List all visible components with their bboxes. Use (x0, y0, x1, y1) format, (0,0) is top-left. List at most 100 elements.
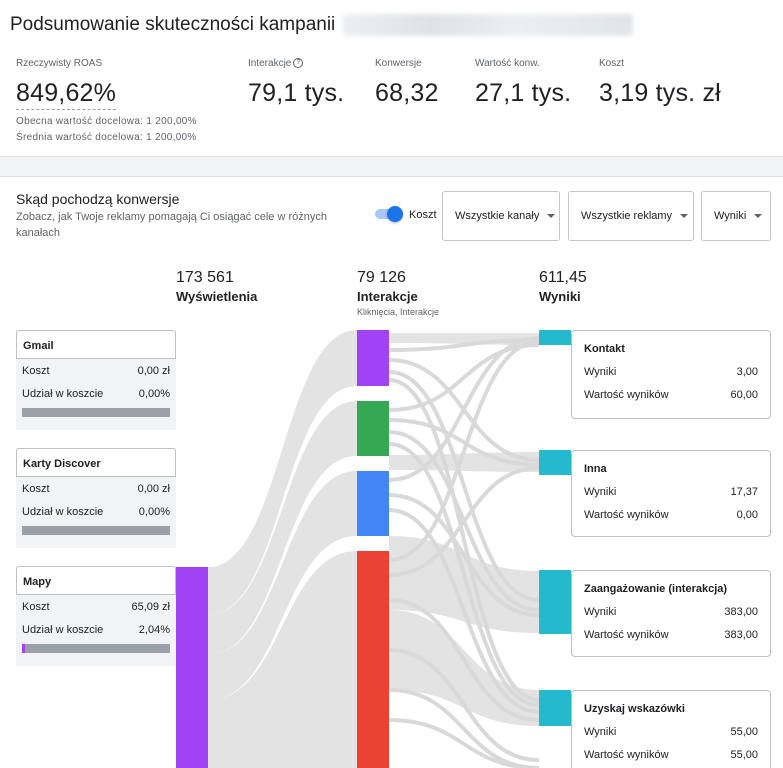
result-card-engagement[interactable]: Zaangażowanie (interakcja) Wyniki 383,00… (571, 570, 771, 657)
results-value: 383,00 (724, 605, 758, 618)
interaction-node-blue (357, 471, 389, 536)
page-title: Podsumowanie skuteczności kampanii (10, 14, 633, 36)
value-label: Wartość wyników (584, 628, 669, 641)
flow-to-red (208, 551, 357, 768)
metric-conv-value-value: 27,1 tys. (475, 79, 572, 107)
metric-conversions-value: 68,32 (375, 79, 439, 107)
result-card-contact[interactable]: Kontakt Wyniki 3,00 Wartość wyników 60,0… (571, 330, 771, 419)
interaction-node-red (357, 551, 389, 768)
section-description: Zobacz, jak Twoje reklamy pomagają Ci os… (16, 211, 327, 239)
metric-conversions: Konwersje 68,32 (375, 56, 439, 108)
metric-roas-label: Rzeczywisty ROAS (16, 57, 103, 69)
results-value: 17,37 (730, 485, 758, 498)
flow-to-blue (208, 471, 357, 700)
thin-flow-9 (388, 493, 540, 617)
thin-flow-11 (388, 340, 540, 562)
source-name: Karty Discover (16, 448, 176, 477)
source-name: Mapy (16, 566, 176, 595)
source-card-discover[interactable]: Karty Discover Koszt 0,00 zł Udział w ko… (16, 448, 176, 548)
metric-cost-label: Koszt (599, 57, 625, 69)
cost-label: Koszt (22, 600, 50, 613)
source-card-maps[interactable]: Mapy Koszt 65,09 zł Udział w koszcie 2,0… (16, 566, 176, 666)
ads-dropdown[interactable]: Wszystkie reklamy (568, 191, 694, 241)
channel-dropdown-label: Wszystkie kanały (455, 210, 540, 222)
thin-flow-8 (388, 336, 540, 482)
share-value: 2,04% (138, 623, 170, 636)
thin-flow-0 (388, 338, 540, 352)
source-card-gmail[interactable]: Gmail Koszt 0,00 zł Udział w koszcie 0,0… (16, 330, 176, 430)
cost-toggle-label: Koszt (409, 209, 437, 221)
results-label: Wyniki (584, 485, 617, 498)
result-name: Kontakt (584, 343, 625, 355)
channel-dropdown[interactable]: Wszystkie kanały (442, 191, 560, 241)
flow-to-green (208, 401, 357, 655)
cost-share-bar (22, 644, 170, 653)
cost-label: Koszt (22, 364, 50, 377)
result-node-contact (539, 330, 571, 345)
thin-flow-12 (388, 466, 540, 577)
cost-share-bar (22, 408, 170, 417)
results-label: Wyniki (584, 725, 617, 738)
results-label: Wyniki (584, 365, 617, 378)
thin-flow-5 (388, 418, 540, 467)
share-label: Udział w koszcie (22, 623, 104, 636)
result-card-directions[interactable]: Uzyskaj wskazówki Wyniki 55,00 Wartość w… (571, 690, 771, 768)
cost-value: 65,09 zł (131, 600, 170, 613)
chevron-down-icon (547, 214, 556, 218)
results-dropdown[interactable]: Wyniki (701, 191, 771, 241)
cost-value: 0,00 zł (137, 482, 170, 495)
metric-cost-value: 3,19 tys. zł (599, 79, 721, 107)
metric-conv-value: Wartość konw. 27,1 tys. (475, 56, 571, 108)
metric-conv-value-label: Wartość konw. (475, 57, 540, 69)
cost-toggle[interactable] (373, 206, 403, 222)
source-name: Gmail (16, 330, 176, 359)
metric-roas[interactable]: Rzeczywisty ROAS 849,62% Obecna wartość … (16, 56, 197, 143)
column-interactions: 79 126 Interakcje Kliknięcia, Interakcje (357, 269, 439, 317)
section-title: Skąd pochodzą konwersje (16, 191, 180, 207)
help-icon[interactable]: ? (293, 58, 304, 68)
metric-interactions-label: Interakcje (248, 57, 292, 69)
result-card-other[interactable]: Inna Wyniki 17,37 Wartość wyników 0,00 (571, 450, 771, 537)
value-label: Wartość wyników (584, 748, 669, 761)
metric-cost: Koszt 3,19 tys. zł (599, 56, 721, 108)
result-name: Uzyskaj wskazówki (584, 703, 685, 715)
results-value: 3,00 (736, 365, 758, 378)
share-label: Udział w koszcie (22, 505, 104, 518)
thin-flow-10 (388, 508, 540, 714)
cost-share-bar (22, 526, 170, 535)
metric-roas-value[interactable]: 849,62% (16, 79, 117, 110)
page-title-text: Podsumowanie skuteczności kampanii (10, 14, 336, 36)
value-label: Wartość wyników (584, 508, 669, 521)
share-value: 0,00% (138, 505, 170, 518)
results-dropdown-label: Wyniki (714, 210, 747, 222)
flow-red-directions (389, 610, 539, 726)
cost-share-fill (22, 644, 26, 653)
section-divider (0, 156, 783, 177)
results-value: 55,00 (730, 725, 758, 738)
sankey-nodes (176, 330, 571, 768)
impressions-total: 173 561 (176, 269, 234, 286)
column-impressions: 173 561 Wyświetlenia (176, 269, 257, 304)
interactions-sublabel: Kliknięcia, Interakcje (357, 307, 440, 317)
results-label: Wyniki (539, 289, 581, 304)
interaction-node-purple (357, 330, 389, 386)
interactions-total: 79 126 (357, 269, 406, 286)
thin-flow-13 (388, 598, 540, 722)
chevron-down-icon (680, 214, 689, 218)
interaction-node-green (357, 401, 389, 456)
metric-roas-target-average: Średnia wartość docelowa: 1 200,00% (16, 132, 197, 143)
metric-interactions-value: 79,1 tys. (248, 79, 345, 107)
value-label: Wartość wyników (584, 388, 669, 401)
impressions-label: Wyświetlenia (176, 289, 258, 304)
results-total: 611,45 (539, 269, 587, 286)
result-node-other (539, 450, 571, 475)
cost-label: Koszt (22, 482, 50, 495)
thin-flow-16 (388, 718, 540, 768)
results-label: Wyniki (584, 605, 617, 618)
chevron-down-icon (754, 214, 763, 218)
result-name: Inna (584, 463, 607, 475)
metric-roas-target-current: Obecna wartość docelowa: 1 200,00% (16, 116, 197, 127)
ads-dropdown-label: Wszystkie reklamy (581, 210, 673, 222)
thin-flow-14 (388, 648, 540, 762)
sankey-flows (208, 330, 539, 768)
